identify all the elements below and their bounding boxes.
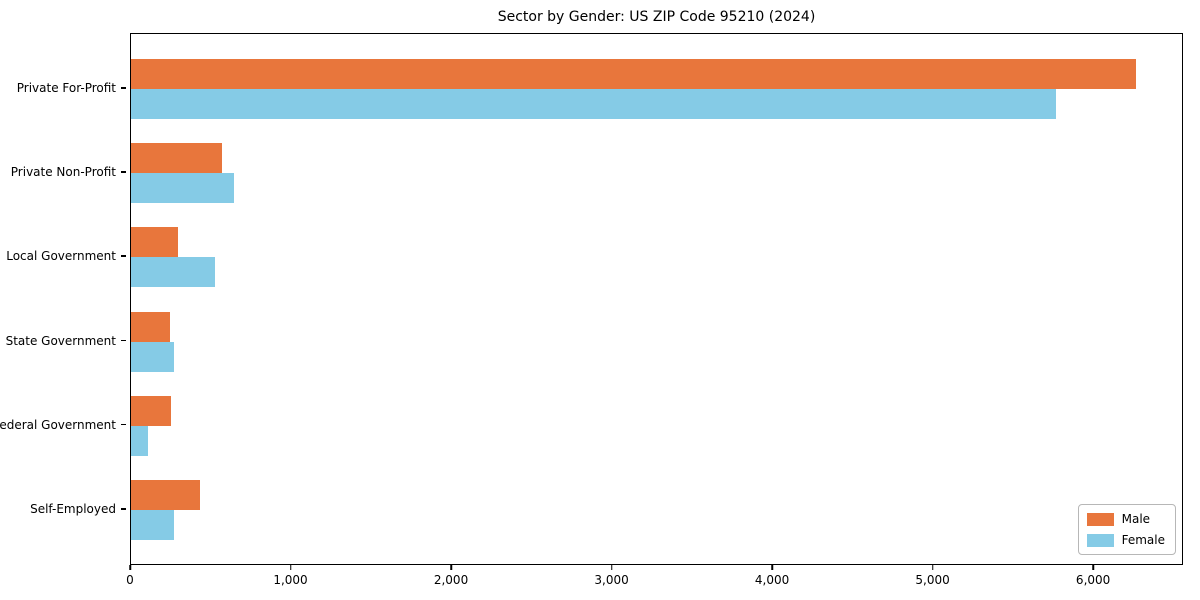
x-tick-label: 3,000: [594, 573, 629, 587]
x-tick-label: 6,000: [1075, 573, 1111, 587]
bar-female: [131, 510, 174, 540]
x-tick-mark: [771, 565, 773, 570]
legend-entry-female: Female: [1086, 533, 1165, 547]
bar-male: [131, 59, 1136, 89]
y-tick-mark: [121, 255, 126, 257]
y-tick-mark: [121, 171, 126, 173]
y-tick-label: Private For-Profit: [16, 81, 116, 95]
bar-female: [131, 425, 148, 456]
bar-male: [131, 227, 179, 258]
bar-male: [131, 143, 222, 174]
legend-entry-male: Male: [1086, 512, 1165, 526]
y-tick-label: Federal Government: [0, 417, 116, 432]
bar-female: [131, 173, 234, 204]
y-tick-mark: [121, 339, 126, 342]
y-tick-mark: [121, 423, 126, 426]
bar-group-federal-government: [131, 395, 1184, 456]
legend-swatch-male: [1086, 512, 1114, 526]
bar-group-state-government: [131, 311, 1184, 372]
x-tick-label: 5,000: [915, 573, 950, 587]
x-tick-mark: [1092, 565, 1094, 570]
x-tick-label: 4,000: [754, 573, 790, 587]
bar-male: [131, 311, 170, 342]
y-tick-label: State Government: [5, 333, 116, 348]
y-axis-labels: Private For-Profit Private Non-Profit Loca…: [0, 33, 126, 565]
x-tick-mark: [931, 565, 934, 570]
y-tick-label: Private Non-Profit: [10, 165, 116, 180]
x-tick-mark: [610, 565, 613, 570]
y-tick-mark: [121, 508, 126, 510]
x-tick-mark: [450, 565, 452, 570]
bar-group-self-employed: [131, 480, 1184, 540]
legend-label: Female: [1121, 533, 1165, 547]
y-tick-label: Self-Employed: [30, 502, 116, 516]
bar-male: [131, 480, 201, 510]
x-tick-label: 1,000: [273, 573, 308, 587]
bar-group-private-for-profit: [131, 59, 1184, 119]
chart-title: Sector by Gender: US ZIP Code 95210 (202…: [497, 9, 816, 25]
bar-female: [131, 257, 216, 288]
legend: Male Female: [1077, 504, 1176, 555]
bar-group-local-government: [131, 227, 1184, 288]
legend-swatch-female: [1086, 533, 1114, 547]
bar-male: [131, 395, 172, 426]
x-tick-mark: [289, 565, 292, 570]
x-tick-label: 0: [126, 573, 134, 587]
plot-area: Male Female: [130, 33, 1183, 565]
x-tick-mark: [129, 565, 131, 570]
x-tick-label: 2,000: [433, 573, 469, 587]
bar-female: [131, 341, 175, 372]
bar-female: [131, 89, 1056, 119]
x-axis-ticks: 0 1,000 2,000 3,000 4,000 5,000 6,000: [126, 565, 1183, 595]
y-tick-mark: [121, 87, 126, 89]
y-tick-label: Local Government: [6, 249, 116, 264]
legend-label: Male: [1121, 512, 1151, 526]
bar-group-private-non-profit: [131, 143, 1184, 204]
